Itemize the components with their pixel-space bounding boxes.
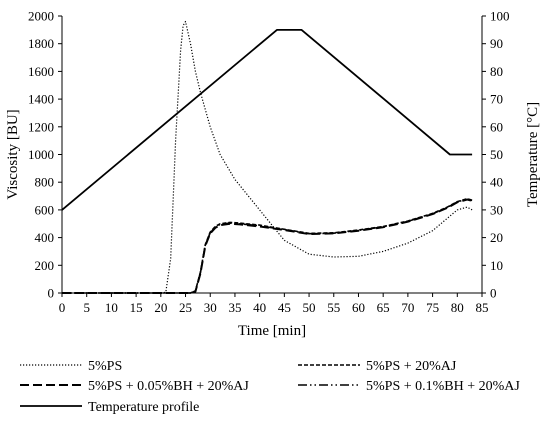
legend: 5%PS 5%PS + 20%AJ 5%PS + 0.05%BH + 20%AJ 5%… [20, 359, 520, 415]
y2-tick-label: 80 [490, 64, 503, 79]
y2-tick-label: 0 [490, 286, 497, 301]
y2-tick-label: 40 [490, 175, 503, 190]
series-line-5 [61, 28, 473, 211]
y-tick-label: 2000 [28, 9, 54, 24]
y-tick-label: 1400 [28, 92, 54, 107]
x-tick-label: 45 [278, 300, 291, 315]
x-tick-label: 65 [377, 300, 390, 315]
y-axis-title: Viscosity [BU] [5, 109, 21, 199]
series-line-3 [62, 198, 473, 294]
y2-tick-label: 10 [490, 258, 503, 273]
x-tick-label: 70 [401, 300, 414, 315]
y-tick-label: 600 [35, 202, 55, 217]
y-tick-label: 1600 [28, 64, 54, 79]
x-tick-label: 55 [327, 300, 340, 315]
legend-label-1: 5%PS [88, 359, 122, 374]
y2-axis-title: Temperature [°C] [525, 102, 541, 207]
axes-layer: 0 5 10 15 20 25 30 35 40 45 50 55 60 65 70 75 80 85020040… [28, 9, 510, 316]
x-tick-label: 75 [426, 300, 439, 315]
series-line-4 [62, 198, 473, 294]
x-tick-label: 15 [130, 300, 143, 315]
y-tick-label: 1000 [28, 147, 54, 162]
x-tick-label: 20 [154, 300, 167, 315]
legend-label-2: 5%PS + 20%AJ [366, 359, 457, 374]
series-line-2 [62, 198, 473, 294]
y-tick-label: 200 [35, 258, 55, 273]
series-line-1 [62, 20, 473, 294]
y2-tick-label: 90 [490, 36, 503, 51]
x-tick-label: 25 [179, 300, 192, 315]
x-tick-label: 50 [303, 300, 316, 315]
y2-tick-label: 20 [490, 230, 503, 245]
y-tick-label: 800 [35, 175, 55, 190]
x-tick-label: 35 [228, 300, 241, 315]
x-tick-label: 85 [476, 300, 489, 315]
y-tick-label: 1800 [28, 36, 54, 51]
y-tick-label: 1200 [28, 119, 54, 134]
y2-tick-label: 50 [490, 147, 503, 162]
x-tick-label: 40 [253, 300, 266, 315]
y-tick-label: 400 [35, 230, 55, 245]
y2-tick-label: 60 [490, 119, 503, 134]
x-tick-label: 60 [352, 300, 365, 315]
legend-label-5: Temperature profile [88, 400, 199, 415]
legend-label-4: 5%PS + 0.1%BH + 20%AJ [366, 379, 520, 394]
x-axis-title: Time [min] [238, 323, 306, 339]
x-tick-label: 5 [83, 300, 90, 315]
x-tick-label: 10 [105, 300, 118, 315]
x-tick-label: 80 [451, 300, 464, 315]
y2-tick-label: 100 [490, 9, 510, 24]
legend-label-3: 5%PS + 0.05%BH + 20%AJ [88, 379, 249, 394]
x-tick-label: 0 [59, 300, 66, 315]
y-tick-label: 0 [48, 286, 55, 301]
series-layer [61, 20, 473, 294]
y2-tick-label: 70 [490, 92, 503, 107]
y2-tick-label: 30 [490, 202, 503, 217]
x-tick-label: 30 [204, 300, 217, 315]
